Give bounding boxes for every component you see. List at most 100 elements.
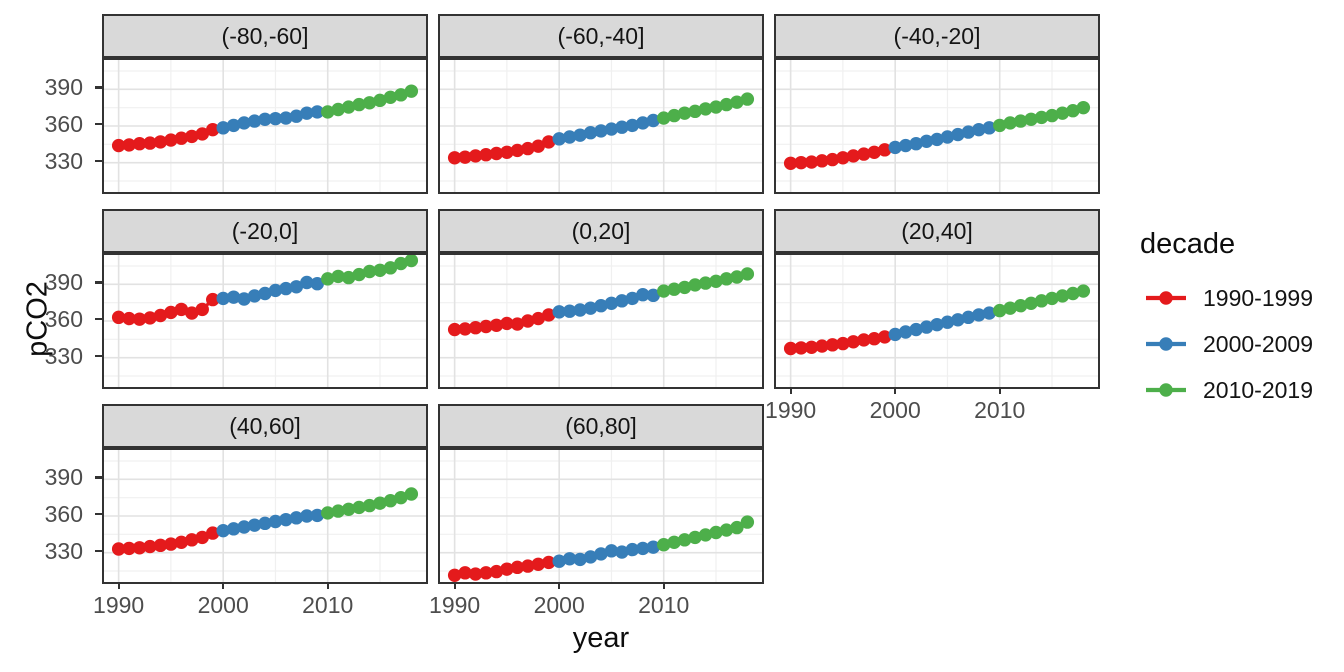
legend-entry-label: 1990-1999 bbox=[1203, 284, 1313, 311]
data-point bbox=[562, 552, 577, 566]
data-point bbox=[1013, 114, 1028, 128]
data-point bbox=[1066, 104, 1080, 118]
data-point bbox=[919, 134, 934, 148]
data-point bbox=[604, 296, 619, 310]
legend-key-point bbox=[1159, 383, 1173, 397]
data-point bbox=[404, 487, 419, 501]
legend-title: decade bbox=[1140, 228, 1236, 260]
x-tick-mark bbox=[558, 582, 561, 589]
data-point bbox=[531, 557, 545, 571]
data-point bbox=[362, 96, 377, 110]
data-point bbox=[698, 528, 713, 542]
facet-strip-label: (-60,-40] bbox=[557, 22, 645, 49]
x-tick-mark bbox=[222, 582, 225, 589]
facet-strip-label: (20,40] bbox=[901, 217, 973, 244]
data-point bbox=[373, 263, 387, 277]
data-point bbox=[740, 267, 755, 281]
data-point bbox=[815, 339, 829, 353]
facet-panel bbox=[438, 58, 764, 194]
data-point bbox=[143, 539, 157, 554]
data-point bbox=[458, 322, 472, 336]
data-point bbox=[122, 541, 136, 556]
data-point bbox=[825, 338, 840, 352]
data-point bbox=[310, 508, 324, 523]
x-tick-label: 2010 bbox=[638, 592, 690, 618]
data-point bbox=[878, 143, 892, 157]
data-point bbox=[625, 291, 640, 306]
y-tick-mark bbox=[95, 476, 102, 479]
data-point bbox=[447, 322, 462, 337]
data-point bbox=[667, 535, 681, 549]
data-point bbox=[1003, 301, 1017, 315]
data-point bbox=[122, 311, 136, 326]
data-point bbox=[321, 506, 335, 520]
data-point bbox=[489, 146, 504, 161]
data-point bbox=[341, 270, 356, 285]
y-tick-label: 330 bbox=[44, 342, 83, 369]
facet-strip-label: (-80,-60] bbox=[221, 22, 309, 49]
data-point bbox=[500, 145, 514, 159]
data-point bbox=[688, 104, 702, 119]
data-point bbox=[352, 97, 366, 112]
data-point bbox=[300, 275, 314, 290]
data-point bbox=[677, 106, 692, 120]
x-axis-title: year bbox=[572, 622, 630, 654]
data-point bbox=[310, 277, 324, 291]
data-point bbox=[479, 148, 493, 162]
data-point bbox=[404, 255, 419, 268]
data-point bbox=[521, 559, 535, 573]
data-point bbox=[321, 272, 335, 286]
data-point bbox=[164, 133, 178, 147]
data-point bbox=[289, 109, 304, 123]
data-point bbox=[794, 155, 808, 170]
data-point bbox=[940, 130, 955, 144]
data-point bbox=[447, 568, 462, 582]
data-point bbox=[594, 124, 608, 138]
data-point bbox=[542, 555, 556, 570]
y-tick-mark bbox=[95, 123, 102, 126]
data-point bbox=[258, 112, 272, 126]
data-point bbox=[688, 278, 702, 292]
data-point bbox=[636, 541, 650, 556]
y-tick-mark bbox=[95, 318, 102, 321]
data-point bbox=[804, 155, 819, 169]
y-tick-label: 390 bbox=[44, 74, 83, 101]
data-point bbox=[279, 111, 293, 125]
data-point bbox=[394, 256, 408, 271]
data-point bbox=[174, 302, 189, 317]
data-point bbox=[709, 274, 723, 288]
data-point bbox=[625, 542, 640, 557]
x-tick-label: 1990 bbox=[93, 592, 145, 618]
data-point bbox=[321, 105, 335, 119]
data-point bbox=[730, 95, 744, 109]
data-point bbox=[458, 566, 472, 580]
data-point bbox=[247, 518, 262, 532]
data-point bbox=[719, 272, 734, 286]
data-point bbox=[646, 288, 660, 303]
facet-panel bbox=[438, 253, 764, 389]
legend-key-icon bbox=[1146, 291, 1186, 305]
data-point bbox=[940, 315, 955, 329]
data-point bbox=[458, 150, 472, 164]
data-point bbox=[562, 304, 577, 318]
data-point bbox=[500, 562, 514, 576]
x-tick-mark bbox=[662, 582, 665, 589]
data-point bbox=[846, 149, 861, 163]
data-point bbox=[132, 137, 147, 151]
data-point bbox=[132, 312, 147, 326]
data-point bbox=[362, 264, 377, 279]
data-point bbox=[373, 93, 387, 108]
data-point bbox=[479, 566, 493, 580]
data-point bbox=[783, 156, 798, 170]
data-point bbox=[667, 282, 681, 296]
data-point bbox=[185, 129, 199, 144]
facet-strip: (-80,-60] bbox=[102, 14, 428, 58]
data-point bbox=[195, 302, 209, 317]
data-point bbox=[510, 317, 525, 331]
legend-key-point bbox=[1159, 337, 1173, 351]
data-point bbox=[174, 131, 189, 145]
data-point bbox=[510, 143, 525, 158]
x-tick-label: 1990 bbox=[765, 397, 817, 423]
data-point bbox=[930, 132, 944, 147]
data-point bbox=[206, 526, 220, 540]
